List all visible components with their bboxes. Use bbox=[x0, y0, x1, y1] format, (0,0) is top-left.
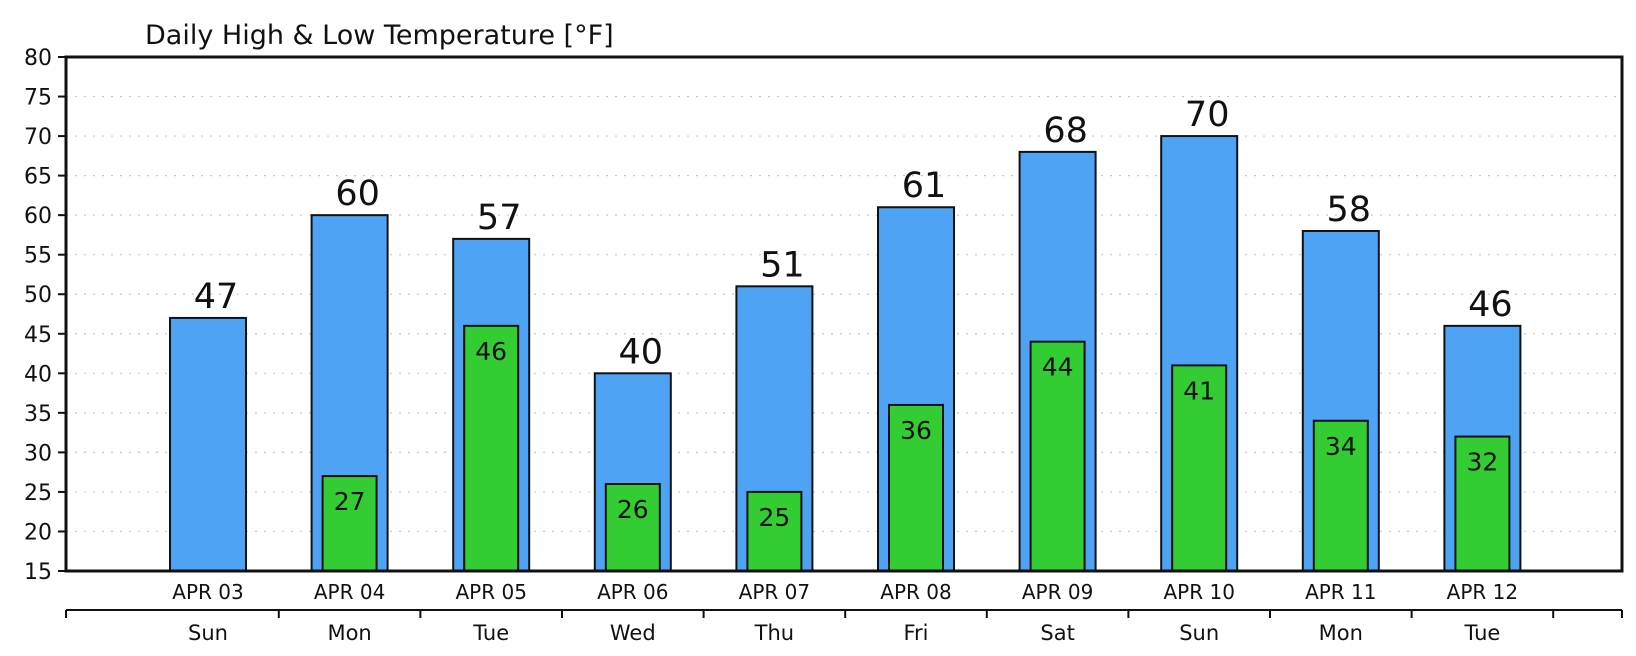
low-temp-bar bbox=[321, 475, 378, 573]
y-axis: 15 20 25 30 35 40 45 50 55 60 65 70 75 80 bbox=[24, 46, 66, 585]
x-date-label: APR 03 bbox=[172, 580, 243, 604]
y-tick-label: 60 bbox=[24, 204, 52, 229]
x-date-label: APR 11 bbox=[1305, 580, 1376, 604]
x-date-label: APR 06 bbox=[597, 580, 668, 604]
x-date-label: APR 05 bbox=[455, 580, 526, 604]
low-temp-bar bbox=[888, 403, 944, 573]
y-tick-label: 70 bbox=[24, 125, 52, 150]
high-temp-label: 51 bbox=[760, 245, 805, 285]
high-temp-label: 58 bbox=[1327, 190, 1372, 230]
y-tick-label: 15 bbox=[24, 560, 52, 585]
high-temp-label: 70 bbox=[1185, 95, 1230, 135]
high-temp-label: 40 bbox=[619, 332, 664, 372]
high-temp-label: 46 bbox=[1468, 285, 1513, 325]
x-date-label: APR 08 bbox=[880, 580, 951, 604]
x-weekday-label: Thu bbox=[754, 621, 794, 645]
x-weekday-label: Tue bbox=[1463, 621, 1500, 645]
grid-lines bbox=[66, 95, 1622, 533]
high-temp-label: 60 bbox=[335, 174, 380, 214]
y-tick-label: 75 bbox=[24, 86, 52, 111]
y-tick-label: 20 bbox=[24, 520, 52, 545]
high-temp-bar bbox=[169, 316, 247, 573]
low-temp-bar bbox=[746, 490, 803, 572]
high-temp-label: 68 bbox=[1043, 111, 1088, 151]
bars: 47 60 27 57 46 40 26 51 25 61 36 68 44 70 41 58 34 46 32 bbox=[169, 95, 1522, 573]
y-tick-label: 30 bbox=[24, 441, 52, 466]
low-temp-bar bbox=[1312, 419, 1369, 572]
x-date-label: APR 10 bbox=[1163, 580, 1234, 604]
y-tick-label: 55 bbox=[24, 244, 52, 269]
x-weekday-label: Sun bbox=[188, 621, 228, 645]
low-temp-label: 44 bbox=[1042, 353, 1074, 382]
x-date-label: APR 04 bbox=[314, 580, 385, 604]
x-axis: APR 03 Sun APR 04 Mon APR 05 Tue APR 06 Wed APR … bbox=[65, 580, 1623, 645]
low-temp-label: 46 bbox=[475, 337, 507, 366]
x-weekday-label: Sat bbox=[1040, 621, 1074, 645]
low-temp-bar bbox=[1454, 435, 1511, 573]
low-temp-bar bbox=[1171, 364, 1228, 572]
low-temp-label: 32 bbox=[1466, 448, 1498, 477]
y-tick-label: 50 bbox=[24, 283, 52, 308]
low-temp-label: 34 bbox=[1325, 432, 1357, 461]
x-date-label: APR 12 bbox=[1447, 580, 1518, 604]
x-date-label: APR 09 bbox=[1022, 580, 1093, 604]
x-weekday-label: Sun bbox=[1179, 621, 1219, 645]
y-tick-label: 45 bbox=[24, 323, 52, 348]
y-tick-label: 35 bbox=[24, 402, 52, 427]
plot-frame bbox=[64, 55, 1624, 573]
low-temp-bar bbox=[1029, 340, 1086, 572]
x-weekday-label: Wed bbox=[610, 621, 656, 645]
x-weekday-label: Fri bbox=[903, 621, 928, 645]
x-weekday-label: Mon bbox=[1319, 621, 1363, 645]
low-temp-label: 41 bbox=[1183, 376, 1215, 405]
chart-title: Daily High & Low Temperature [°F] bbox=[145, 20, 614, 51]
low-temp-label: 25 bbox=[758, 503, 790, 532]
high-temp-label: 47 bbox=[194, 277, 239, 317]
x-date-label: APR 07 bbox=[739, 580, 810, 604]
low-temp-bar bbox=[463, 324, 520, 572]
y-tick-label: 80 bbox=[24, 46, 52, 71]
x-weekday-label: Mon bbox=[327, 621, 371, 645]
high-temp-label: 61 bbox=[902, 166, 947, 206]
y-tick-label: 65 bbox=[24, 165, 52, 190]
low-temp-label: 26 bbox=[617, 495, 649, 524]
low-temp-label: 36 bbox=[900, 416, 932, 445]
x-weekday-label: Tue bbox=[472, 621, 509, 645]
y-tick-label: 25 bbox=[24, 481, 52, 506]
low-temp-bar bbox=[604, 483, 661, 572]
low-temp-label: 27 bbox=[334, 487, 366, 516]
y-tick-label: 40 bbox=[24, 362, 52, 387]
high-temp-label: 57 bbox=[477, 198, 522, 238]
